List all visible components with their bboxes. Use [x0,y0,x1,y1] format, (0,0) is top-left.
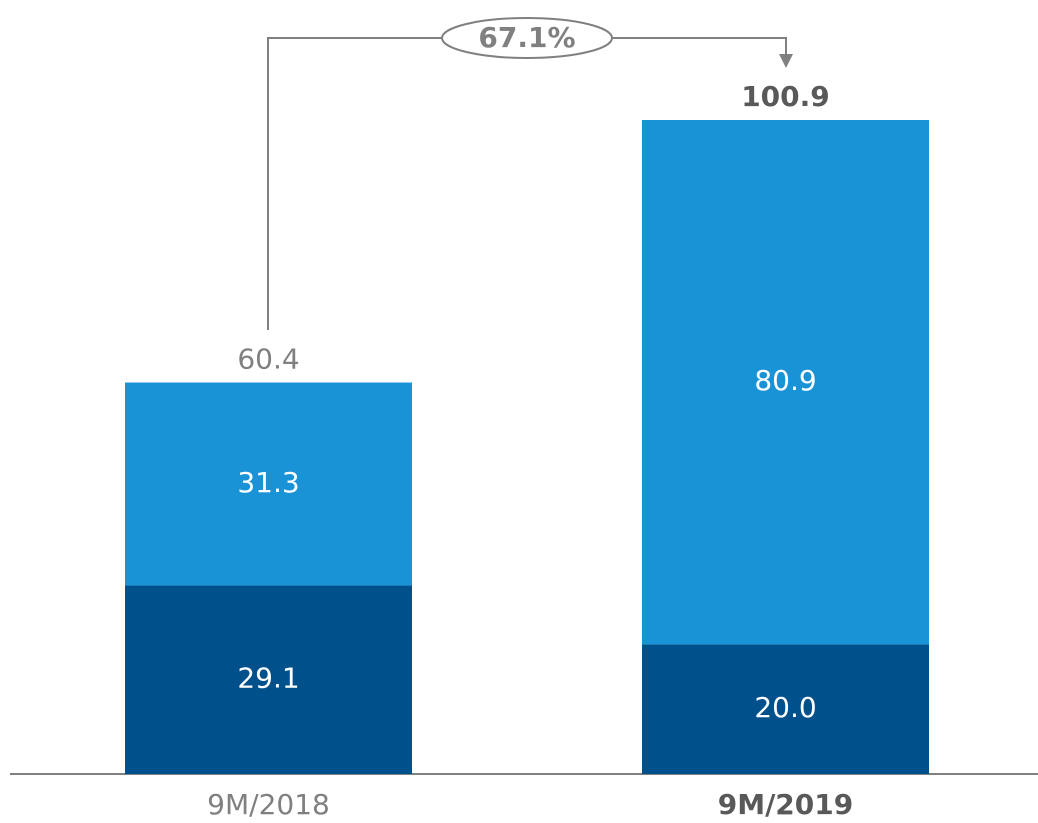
growth-bracket [267,37,787,330]
growth-arrow [779,54,793,68]
growth-label: 67.1% [478,21,575,54]
x-tick-label: 9M/2018 [207,788,330,821]
total-label: 60.4 [237,343,299,376]
value-label: 80.9 [754,364,816,397]
total-label: 100.9 [741,80,830,113]
x-tick-label: 9M/2019 [718,788,854,821]
value-label: 31.3 [237,466,299,499]
value-label: 20.0 [754,691,816,724]
growth-ellipse [441,17,613,59]
bar-segment [125,585,412,774]
value-label: 29.1 [237,662,299,695]
bar-segment [642,120,929,645]
bar-segment [642,644,929,774]
bar-segment [125,382,412,586]
